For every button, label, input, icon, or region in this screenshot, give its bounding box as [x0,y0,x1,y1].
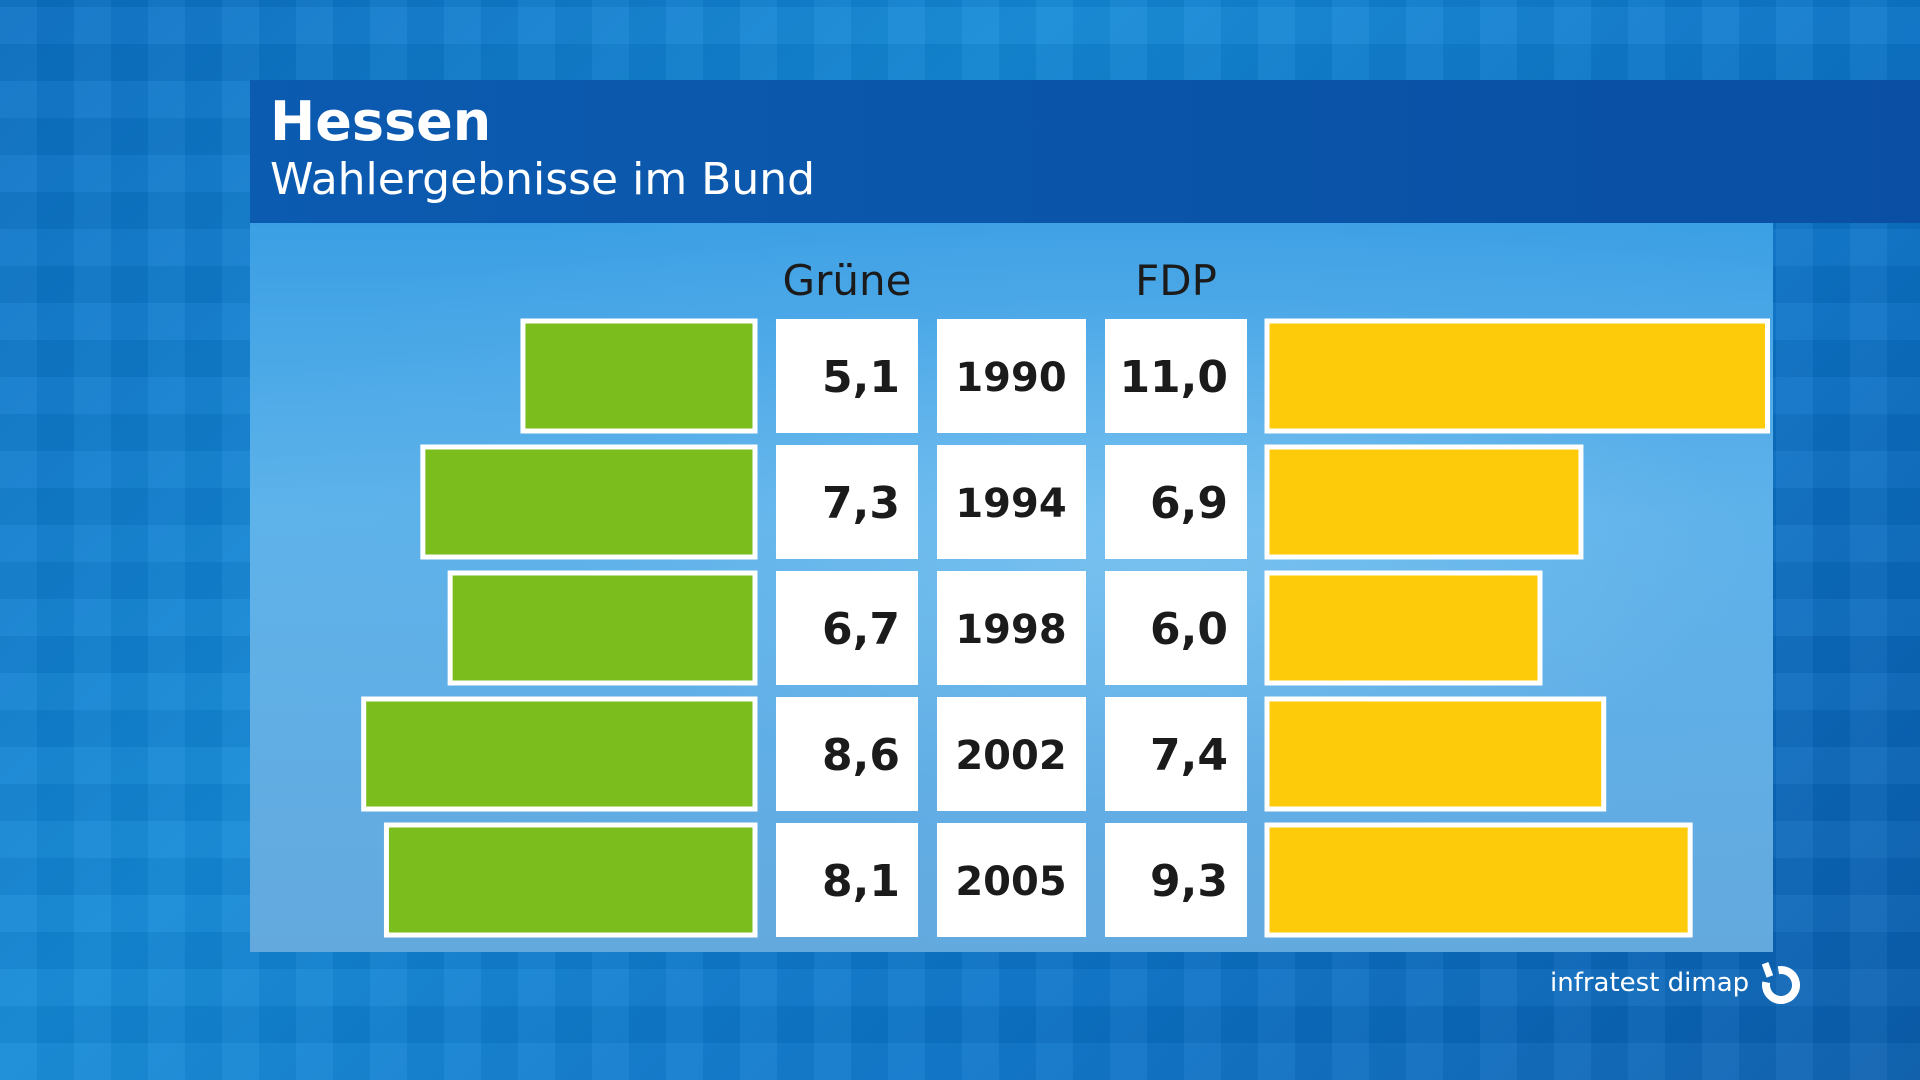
year-box-2005 [937,823,1086,937]
value-box-gruene-1998 [776,571,918,685]
value-gruene-1998: 6,7 [822,604,900,655]
year-label-2002: 2002 [955,733,1066,779]
bar-gruene-2002 [361,696,758,812]
year-label-1990: 1990 [955,355,1066,401]
value-fdp-2005: 9,3 [1150,856,1228,907]
bar-fdp-2002 [1264,696,1607,812]
value-box-fdp-1998 [1105,571,1247,685]
value-gruene-1994: 7,3 [822,478,900,529]
year-box-1994 [937,445,1086,559]
value-gruene-1990: 5,1 [822,352,900,403]
value-box-gruene-2002 [776,697,918,811]
value-box-gruene-2005 [776,823,918,937]
chart-subtitle: Wahlergebnisse im Bund [270,154,816,205]
brand-name: infratest dimap [1550,967,1750,998]
value-box-fdp-2005 [1105,823,1247,937]
chart-title: Hessen [270,90,492,153]
bar-gruene-1998 [447,570,758,686]
bar-fdp-1990 [1264,318,1770,434]
brand-logo: infratest dimap [1550,960,1803,1005]
header-fdp: FDP [1135,256,1217,305]
value-box-fdp-1994 [1105,445,1247,559]
year-label-2005: 2005 [955,859,1066,905]
value-fdp-1998: 6,0 [1150,604,1228,655]
bar-fdp-1994 [1264,444,1584,560]
value-box-gruene-1990 [776,319,918,433]
value-fdp-1990: 11,0 [1119,352,1228,403]
infratest-logo-icon [1761,961,1801,1004]
year-box-1990 [937,319,1086,433]
year-box-1998 [937,571,1086,685]
year-label-1998: 1998 [955,607,1066,653]
value-box-gruene-1994 [776,445,918,559]
bar-fdp-1998 [1264,570,1543,686]
value-box-fdp-1990 [1105,319,1247,433]
value-box-fdp-2002 [1105,697,1247,811]
bar-gruene-2005 [383,822,758,938]
header-bar: Hessen Wahlergebnisse im Bund [250,80,1920,223]
year-label-1994: 1994 [955,481,1066,527]
bar-gruene-1990 [520,318,758,434]
value-gruene-2002: 8,6 [822,730,900,781]
bar-gruene-1994 [420,444,758,560]
value-gruene-2005: 8,1 [822,856,900,907]
value-fdp-1994: 6,9 [1150,478,1228,529]
header-gruene: Grüne [783,256,912,305]
value-fdp-2002: 7,4 [1150,730,1228,781]
bar-fdp-2005 [1264,822,1693,938]
year-box-2002 [937,697,1086,811]
